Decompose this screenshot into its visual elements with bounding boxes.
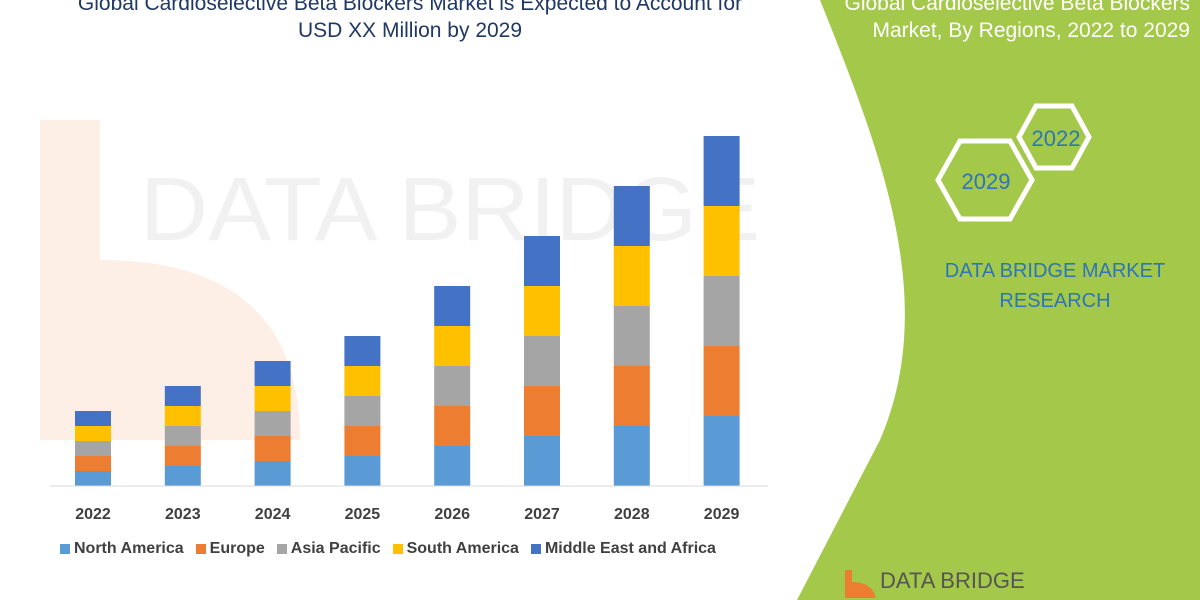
legend-item: South America <box>392 540 519 558</box>
footer-logo-text: DATA BRIDGE <box>880 568 1025 593</box>
legend: North America Europe Asia Pacific South Ame… <box>60 540 716 558</box>
watermark-text: DATA BRIDGE <box>140 160 760 260</box>
x-tick-label: 2026 <box>434 506 470 523</box>
bar-segment <box>524 336 560 386</box>
x-tick-label: 2023 <box>165 506 201 523</box>
bar-segment <box>344 336 381 366</box>
bar-segment <box>434 446 471 486</box>
legend-swatch <box>60 544 70 554</box>
bar-segment <box>254 361 291 386</box>
legend-item: Asia Pacific <box>276 540 381 558</box>
watermark-logo <box>40 120 300 440</box>
bar-segment <box>164 466 201 486</box>
bar-segment <box>164 406 201 426</box>
footer-logo-icon <box>845 570 876 598</box>
bar-segment <box>434 286 471 326</box>
x-tick-label: 2029 <box>704 506 740 523</box>
bar-segment <box>703 276 740 346</box>
legend-swatch <box>276 544 287 554</box>
x-tick-label: 2025 <box>345 506 381 523</box>
legend-item: North America <box>60 540 184 558</box>
bar-segment <box>75 456 111 471</box>
bar-segment <box>344 426 381 456</box>
bar-segment <box>164 426 201 446</box>
chart-title: Global Cardioselective Beta Blockers Mar… <box>77 0 743 42</box>
bar-segment <box>434 366 471 406</box>
bar-segment <box>524 386 560 436</box>
bar-segment <box>75 471 111 486</box>
hexagon-2022 <box>1016 103 1092 171</box>
legend-swatch <box>195 544 206 554</box>
legend-label: Asia Pacific <box>290 540 381 557</box>
bar-segment <box>254 411 291 436</box>
bar-segment <box>703 206 740 276</box>
bar-segment <box>434 326 471 366</box>
legend-swatch <box>392 544 403 554</box>
x-tick-label: 2022 <box>75 506 111 523</box>
bar-segment <box>613 246 650 306</box>
chart: 2022 2023 2024 2025 2026 2027 2028 2029 <box>50 136 768 523</box>
bar-segment <box>613 186 650 246</box>
bar-segment <box>703 346 740 416</box>
x-tick-label: 2028 <box>614 506 650 523</box>
legend-swatch <box>530 544 541 554</box>
green-panel <box>797 0 1200 600</box>
legend-label: North America <box>74 540 184 557</box>
bar-segment <box>75 411 111 426</box>
bar-segment <box>254 386 291 411</box>
bar-segment <box>613 426 650 486</box>
brand-text: DATA BRIDGE MARKET RESEARCH <box>944 260 1166 312</box>
bar-segment <box>613 306 650 366</box>
bar-segment <box>164 386 201 406</box>
legend-item: Middle East and Africa <box>530 540 716 558</box>
x-tick-label: 2024 <box>255 506 291 523</box>
legend-label: South America <box>406 540 519 557</box>
x-tick-label: 2027 <box>524 506 560 523</box>
hex-label-2022: 2022 <box>1032 126 1081 151</box>
hexagon-2029 <box>935 138 1035 222</box>
bar-segment <box>164 446 201 466</box>
bar-segment <box>254 436 291 461</box>
bar-segment <box>524 436 560 486</box>
side-panel-title: Global Cardioselective Beta Blockers Mar… <box>844 0 1191 42</box>
bar-segment <box>524 236 560 286</box>
bar-segment <box>613 366 650 426</box>
legend-label: Europe <box>209 540 265 557</box>
bar-segment <box>524 286 560 336</box>
bar-segment <box>344 456 381 486</box>
bar-segment <box>344 396 381 426</box>
bar-segment <box>344 366 381 396</box>
legend-item: Europe <box>195 540 265 558</box>
bar-segment <box>703 416 740 486</box>
bar-segment <box>75 426 111 441</box>
bar-segment <box>434 406 471 446</box>
bar-segment <box>254 461 291 486</box>
bar-segment <box>75 441 111 456</box>
hex-label-2029: 2029 <box>962 169 1011 194</box>
bar-segment <box>703 136 740 206</box>
legend-label: Middle East and Africa <box>544 540 716 557</box>
